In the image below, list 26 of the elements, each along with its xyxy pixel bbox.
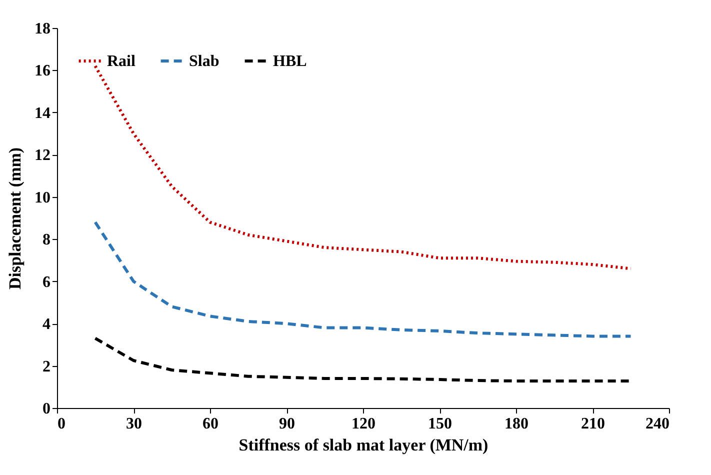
y-tick-label: 14 — [34, 104, 50, 122]
line-series — [94, 220, 632, 338]
x-axis-title: Stiffness of slab mat layer (MN/m) — [238, 436, 488, 454]
legend-label: Slab — [189, 53, 220, 70]
x-tick-label: 90 — [279, 416, 295, 432]
x-tick-label: 240 — [646, 416, 670, 432]
x-tick-label: 120 — [352, 416, 376, 432]
y-tick-label: 4 — [42, 316, 50, 334]
x-tick-label: 150 — [428, 416, 452, 432]
y-tick-label: 2 — [42, 358, 50, 376]
y-tick-label: 0 — [42, 400, 50, 418]
x-tick-label: 60 — [202, 416, 218, 432]
y-axis-title: Displacement (mm) — [6, 147, 24, 290]
x-tick-label: 30 — [126, 416, 142, 432]
y-tick-label: 16 — [34, 62, 50, 80]
y-tick-label: 10 — [34, 189, 50, 206]
y-tick-label: 8 — [42, 232, 50, 249]
y-tick-label: 18 — [34, 20, 50, 38]
y-tick-label: 6 — [42, 274, 50, 291]
x-tick-label: 210 — [581, 416, 605, 432]
x-tick-label: 0 — [58, 416, 66, 432]
legend-label: Rail — [107, 53, 136, 70]
legend-label: HBL — [273, 53, 307, 70]
line-series — [94, 64, 632, 270]
x-tick-label: 180 — [504, 416, 528, 432]
y-tick-label: 12 — [34, 147, 50, 164]
